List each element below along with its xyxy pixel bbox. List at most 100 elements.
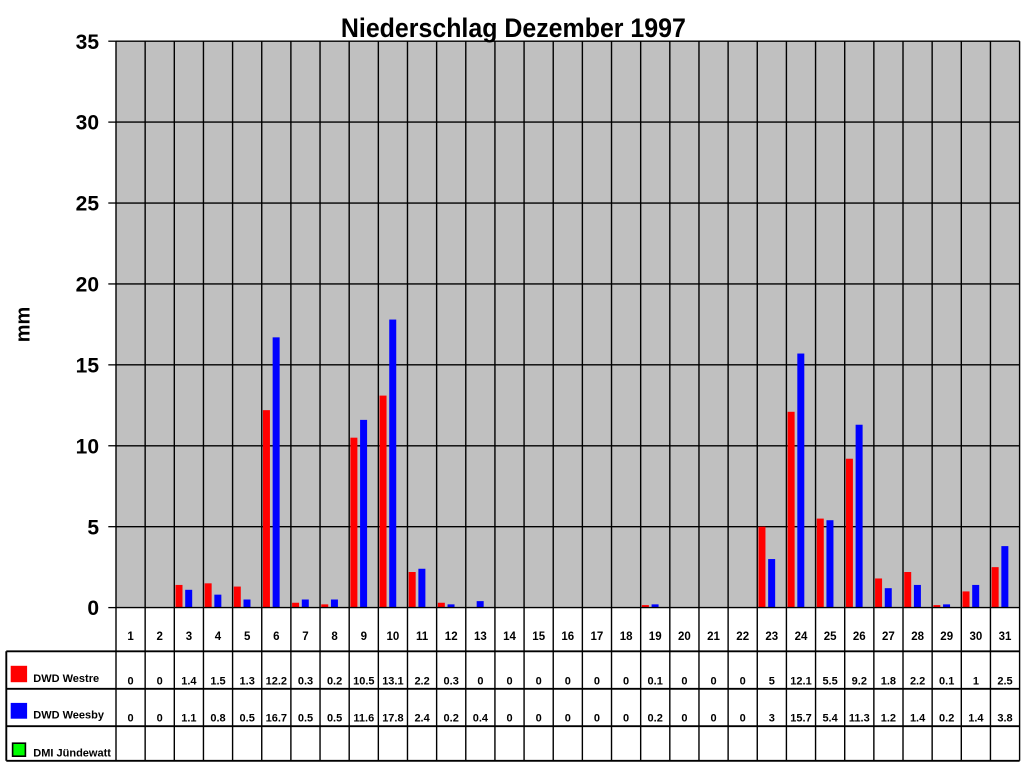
svg-text:1.1: 1.1 [181, 713, 196, 725]
svg-text:10.5: 10.5 [353, 675, 374, 687]
svg-text:8: 8 [331, 631, 338, 643]
svg-text:15.7: 15.7 [790, 713, 811, 725]
svg-text:11.3: 11.3 [849, 713, 870, 725]
svg-text:5.5: 5.5 [822, 675, 837, 687]
svg-text:11.6: 11.6 [353, 713, 374, 725]
svg-text:0.2: 0.2 [939, 713, 954, 725]
svg-text:DWD Weesby: DWD Weesby [33, 710, 105, 722]
svg-text:1.4: 1.4 [910, 713, 926, 725]
svg-text:0: 0 [536, 713, 542, 725]
svg-text:29: 29 [940, 631, 953, 643]
svg-text:0: 0 [594, 675, 600, 687]
svg-text:0: 0 [623, 713, 629, 725]
svg-text:3.8: 3.8 [997, 713, 1012, 725]
svg-text:10: 10 [76, 435, 99, 458]
svg-text:9.2: 9.2 [852, 675, 867, 687]
svg-text:11: 11 [416, 631, 429, 643]
svg-text:3: 3 [186, 631, 192, 643]
svg-text:5.4: 5.4 [822, 713, 838, 725]
svg-text:5: 5 [87, 516, 99, 539]
svg-text:2.2: 2.2 [414, 675, 429, 687]
svg-text:30: 30 [970, 631, 983, 643]
svg-text:0: 0 [128, 675, 134, 687]
svg-text:0: 0 [681, 713, 687, 725]
svg-text:30: 30 [76, 112, 99, 135]
svg-text:2.4: 2.4 [414, 713, 430, 725]
svg-text:DMI Jündewatt: DMI Jündewatt [33, 748, 111, 760]
svg-text:0: 0 [681, 675, 687, 687]
svg-text:1.3: 1.3 [240, 675, 255, 687]
svg-text:5: 5 [244, 631, 251, 643]
svg-text:0.5: 0.5 [240, 713, 255, 725]
svg-text:12.1: 12.1 [790, 675, 811, 687]
svg-text:15: 15 [76, 355, 100, 378]
svg-text:0: 0 [157, 675, 163, 687]
svg-text:0.3: 0.3 [298, 675, 313, 687]
svg-text:1.2: 1.2 [881, 713, 896, 725]
svg-text:22: 22 [736, 631, 749, 643]
svg-text:13.1: 13.1 [382, 675, 403, 687]
svg-text:17: 17 [591, 631, 604, 643]
svg-text:9: 9 [361, 631, 367, 643]
svg-text:31: 31 [999, 631, 1012, 643]
svg-text:0.5: 0.5 [327, 713, 342, 725]
svg-text:1.4: 1.4 [181, 675, 197, 687]
svg-text:1.5: 1.5 [210, 675, 225, 687]
svg-text:10: 10 [387, 631, 400, 643]
svg-text:0: 0 [506, 713, 512, 725]
svg-text:18: 18 [620, 631, 633, 643]
svg-text:0.3: 0.3 [444, 675, 459, 687]
svg-text:25: 25 [824, 631, 837, 643]
svg-text:0: 0 [565, 713, 571, 725]
svg-text:0.1: 0.1 [939, 675, 954, 687]
svg-text:0.2: 0.2 [327, 675, 342, 687]
svg-text:15: 15 [532, 631, 545, 643]
svg-text:2.2: 2.2 [910, 675, 925, 687]
svg-text:7: 7 [302, 631, 308, 643]
svg-text:1: 1 [127, 631, 134, 643]
svg-text:35: 35 [76, 31, 100, 54]
svg-text:3: 3 [769, 713, 775, 725]
svg-text:4: 4 [215, 631, 222, 643]
svg-text:0: 0 [710, 713, 716, 725]
svg-text:2.5: 2.5 [997, 675, 1012, 687]
svg-text:0: 0 [477, 675, 483, 687]
svg-text:12: 12 [445, 631, 458, 643]
svg-text:0: 0 [740, 713, 746, 725]
svg-text:0: 0 [536, 675, 542, 687]
svg-text:0.5: 0.5 [298, 713, 313, 725]
svg-text:13: 13 [474, 631, 487, 643]
svg-text:21: 21 [707, 631, 720, 643]
svg-text:12.2: 12.2 [266, 675, 287, 687]
svg-text:28: 28 [911, 631, 924, 643]
svg-text:0.8: 0.8 [210, 713, 225, 725]
svg-text:0: 0 [157, 713, 163, 725]
svg-text:16.7: 16.7 [266, 713, 287, 725]
svg-text:0.4: 0.4 [473, 713, 489, 725]
svg-text:26: 26 [853, 631, 866, 643]
svg-text:0: 0 [594, 713, 600, 725]
svg-text:0: 0 [565, 675, 571, 687]
svg-text:DWD Westre: DWD Westre [33, 673, 99, 685]
svg-text:1: 1 [973, 675, 979, 687]
svg-text:mm: mm [13, 307, 35, 343]
svg-text:24: 24 [795, 631, 808, 643]
svg-text:0.2: 0.2 [444, 713, 459, 725]
svg-text:0: 0 [710, 675, 716, 687]
svg-text:16: 16 [561, 631, 574, 643]
svg-text:0: 0 [87, 597, 99, 620]
svg-text:27: 27 [882, 631, 895, 643]
svg-text:19: 19 [649, 631, 662, 643]
svg-text:1.4: 1.4 [968, 713, 984, 725]
svg-text:20: 20 [76, 274, 99, 297]
svg-text:5: 5 [769, 675, 775, 687]
svg-text:1.8: 1.8 [881, 675, 896, 687]
svg-text:Niederschlag Dezember 1997: Niederschlag Dezember 1997 [341, 13, 686, 43]
svg-text:25: 25 [76, 193, 100, 216]
svg-text:2: 2 [156, 631, 162, 643]
svg-text:6: 6 [273, 631, 279, 643]
svg-text:20: 20 [678, 631, 691, 643]
svg-text:0: 0 [506, 675, 512, 687]
svg-text:0: 0 [128, 713, 134, 725]
svg-text:17.8: 17.8 [382, 713, 403, 725]
